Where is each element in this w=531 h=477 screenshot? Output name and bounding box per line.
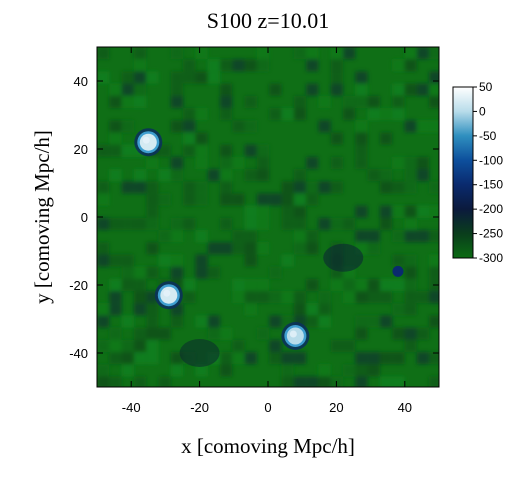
y-axis-label: y [comoving Mpc/h] [30, 130, 54, 304]
heatmap-area [97, 47, 439, 387]
dark-region-marker [392, 265, 404, 277]
x-tick-label: -40 [122, 400, 141, 415]
colorbar-tick-label: -100 [479, 153, 503, 167]
x-tick-label: 0 [264, 400, 271, 415]
colorbar-tick-label: -150 [479, 178, 503, 192]
bright-region-marker [281, 322, 310, 350]
x-tick-label: -20 [190, 400, 209, 415]
x-tick-label: 20 [329, 400, 343, 415]
colorbar-scale [452, 86, 474, 259]
y-axis-ticks: 40 20 0 -20 -40 [69, 74, 439, 361]
bright-region-marker [154, 281, 183, 310]
colorbar-tick-label: -300 [479, 251, 503, 265]
colorbar-tick-label: 50 [479, 80, 493, 94]
colorbar-tick-label: -50 [479, 129, 497, 143]
bright-region-marker [134, 128, 163, 157]
x-tick-label: 40 [398, 400, 412, 415]
colorbar: 50 0 -50 -100 -150 -200 -250 -300 [452, 80, 503, 265]
y-tick-label: -40 [69, 346, 88, 361]
heatmap-features [134, 128, 404, 367]
y-tick-label: 20 [74, 142, 88, 157]
x-axis-label: x [comoving Mpc/h] [181, 434, 355, 458]
dark-region-marker [179, 339, 220, 367]
y-tick-label: 40 [74, 74, 88, 89]
colorbar-tick-label: 0 [479, 104, 486, 118]
y-tick-label: -20 [69, 278, 88, 293]
colorbar-tick-label: -250 [479, 227, 503, 241]
colorbar-tick-label: -200 [479, 202, 503, 216]
x-axis-ticks: -40 -20 0 20 40 [122, 47, 412, 415]
y-tick-label: 0 [81, 210, 88, 225]
chart-title: S100 z=10.01 [207, 8, 329, 33]
dark-region-marker [323, 243, 364, 272]
colorbar-ticks: 50 0 -50 -100 -150 -200 -250 -300 [473, 80, 503, 265]
